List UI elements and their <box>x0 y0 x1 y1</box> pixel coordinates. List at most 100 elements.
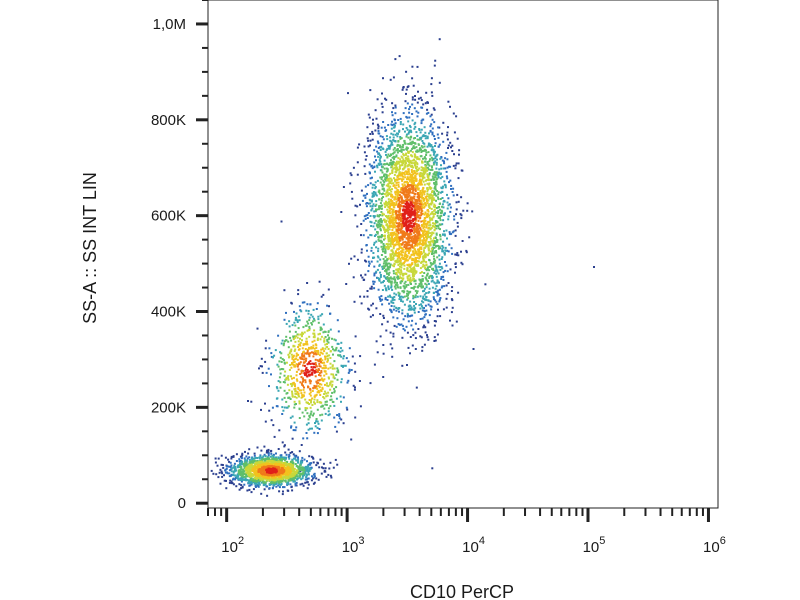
data-point <box>419 190 422 192</box>
data-point <box>324 403 327 406</box>
data-point <box>324 383 326 386</box>
data-point <box>404 100 407 103</box>
data-point <box>433 203 436 206</box>
data-point <box>296 333 299 336</box>
data-point <box>347 360 350 363</box>
data-point <box>432 178 435 181</box>
data-point <box>434 287 437 290</box>
data-point <box>311 390 314 392</box>
data-point <box>409 149 412 152</box>
data-point <box>437 196 439 199</box>
data-point <box>449 165 452 168</box>
data-point <box>403 282 406 285</box>
data-point <box>401 254 404 257</box>
data-point <box>303 301 306 304</box>
data-point <box>260 449 263 452</box>
data-point <box>395 187 398 190</box>
data-point <box>320 377 323 380</box>
data-point <box>382 246 385 249</box>
data-point <box>399 273 402 276</box>
data-point <box>402 128 404 131</box>
data-point <box>309 391 312 394</box>
data-point <box>439 315 442 318</box>
data-point <box>440 265 443 268</box>
data-point <box>381 176 384 179</box>
data-point <box>427 144 430 147</box>
data-point <box>288 457 291 460</box>
data-point <box>409 336 412 338</box>
data-point <box>327 410 330 413</box>
data-point <box>390 280 393 283</box>
data-point <box>330 385 333 388</box>
data-point <box>377 127 380 130</box>
data-point <box>390 305 393 307</box>
data-point <box>405 295 408 298</box>
data-point <box>238 472 241 475</box>
data-point <box>400 295 403 298</box>
data-point <box>450 146 452 149</box>
data-point <box>259 476 262 479</box>
data-point <box>374 155 376 158</box>
data-point <box>412 328 415 331</box>
data-point <box>283 406 286 409</box>
data-point <box>391 253 394 256</box>
data-point <box>425 278 428 281</box>
data-point <box>432 222 434 225</box>
data-point <box>257 462 260 465</box>
data-point <box>406 147 409 150</box>
data-point <box>408 278 411 281</box>
data-point <box>427 204 430 207</box>
data-point <box>378 152 381 155</box>
data-point <box>315 385 318 388</box>
data-point <box>392 161 395 164</box>
data-point <box>393 206 396 209</box>
data-point <box>300 461 302 464</box>
data-point <box>339 350 342 353</box>
data-point <box>429 213 432 216</box>
data-point <box>420 199 423 202</box>
data-point <box>385 262 388 265</box>
data-point <box>319 361 322 364</box>
data-point <box>431 94 434 97</box>
data-point <box>309 412 312 415</box>
data-point <box>290 464 293 467</box>
data-point <box>401 183 404 186</box>
data-point <box>382 183 385 186</box>
data-point <box>451 150 454 152</box>
data-point <box>408 116 411 119</box>
data-point <box>373 241 376 244</box>
data-point <box>404 272 407 275</box>
data-point <box>454 253 457 256</box>
data-point <box>277 448 280 450</box>
data-point <box>366 126 369 129</box>
data-point <box>239 474 242 477</box>
data-point <box>424 165 427 168</box>
data-point <box>330 395 333 398</box>
data-point <box>385 229 388 232</box>
data-point <box>381 185 384 188</box>
data-point <box>304 398 307 401</box>
data-point <box>458 153 460 156</box>
data-point <box>426 190 429 193</box>
data-point <box>400 277 403 280</box>
data-point <box>283 359 285 362</box>
data-point <box>369 139 372 142</box>
data-point <box>393 202 395 205</box>
data-point <box>428 275 431 278</box>
data-point <box>409 264 412 267</box>
data-point <box>390 194 393 196</box>
data-point <box>286 406 289 409</box>
data-point <box>331 383 334 386</box>
data-point <box>407 346 410 349</box>
data-point <box>252 461 255 464</box>
data-point <box>432 153 435 156</box>
data-point <box>299 337 301 340</box>
data-point <box>390 259 393 261</box>
data-point <box>306 303 309 306</box>
data-point <box>387 194 389 197</box>
data-point <box>270 373 272 376</box>
data-point <box>413 311 416 314</box>
data-point <box>321 404 324 407</box>
data-point <box>377 238 380 241</box>
data-point <box>440 205 443 208</box>
